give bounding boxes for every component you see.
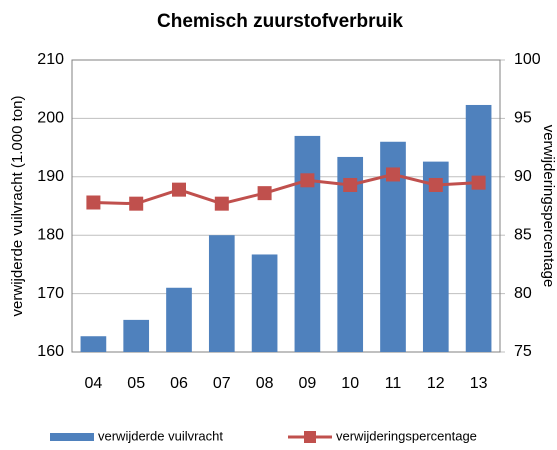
x-tick-label: 07 — [213, 375, 231, 392]
y-tick-label: 210 — [37, 51, 64, 68]
y2-tick-label: 75 — [514, 343, 532, 360]
point — [129, 196, 144, 211]
x-tick-label: 13 — [470, 375, 488, 392]
y2-tick-label: 90 — [514, 168, 532, 185]
y-tick-label: 160 — [37, 343, 64, 360]
x-tick-label: 05 — [127, 375, 145, 392]
x-tick-label: 06 — [170, 375, 188, 392]
point — [257, 186, 272, 201]
y-tick-label: 200 — [37, 110, 64, 127]
point — [172, 182, 186, 197]
y-axis-label: verwijderde vuilvracht (1.000 ton) — [9, 96, 26, 317]
line — [93, 172, 479, 206]
legend-swatch — [304, 431, 316, 443]
x-tick-label: 09 — [299, 375, 317, 392]
y2-tick-label: 80 — [514, 285, 532, 302]
point — [300, 173, 315, 188]
y-tick-label: 180 — [37, 226, 64, 243]
x-tick-label: 08 — [256, 375, 274, 392]
y-tick-label: 170 — [37, 285, 64, 302]
x-tick-label: 04 — [85, 375, 103, 392]
y2-tick-label: 100 — [514, 51, 541, 68]
x-tick-label: 10 — [341, 375, 359, 392]
bar — [166, 287, 192, 352]
bar — [422, 161, 449, 352]
bar — [123, 319, 150, 352]
point — [214, 196, 229, 211]
y2-tick-label: 85 — [514, 226, 532, 243]
plot-frame — [71, 59, 501, 353]
bar — [80, 336, 107, 352]
x-tick-label: 11 — [385, 375, 402, 392]
legend-swatch — [50, 433, 94, 441]
point — [86, 195, 101, 210]
point — [471, 175, 486, 190]
y-tick-label: 190 — [37, 168, 64, 185]
bar — [208, 235, 235, 352]
point — [343, 177, 358, 192]
bar — [465, 104, 492, 352]
legend-label: verwijderde vuilvracht — [98, 428, 223, 443]
point — [386, 167, 400, 182]
y2-tick-label: 95 — [514, 110, 532, 127]
legend-label: verwijderingspercentage — [336, 428, 477, 443]
point — [428, 177, 443, 192]
chart-title: Chemisch zuurstofverbruik — [157, 11, 403, 32]
bar — [251, 254, 278, 352]
bar — [294, 135, 321, 352]
y2-axis-label: verwijderingspercentage — [540, 125, 557, 288]
x-tick-label: 12 — [427, 375, 445, 392]
